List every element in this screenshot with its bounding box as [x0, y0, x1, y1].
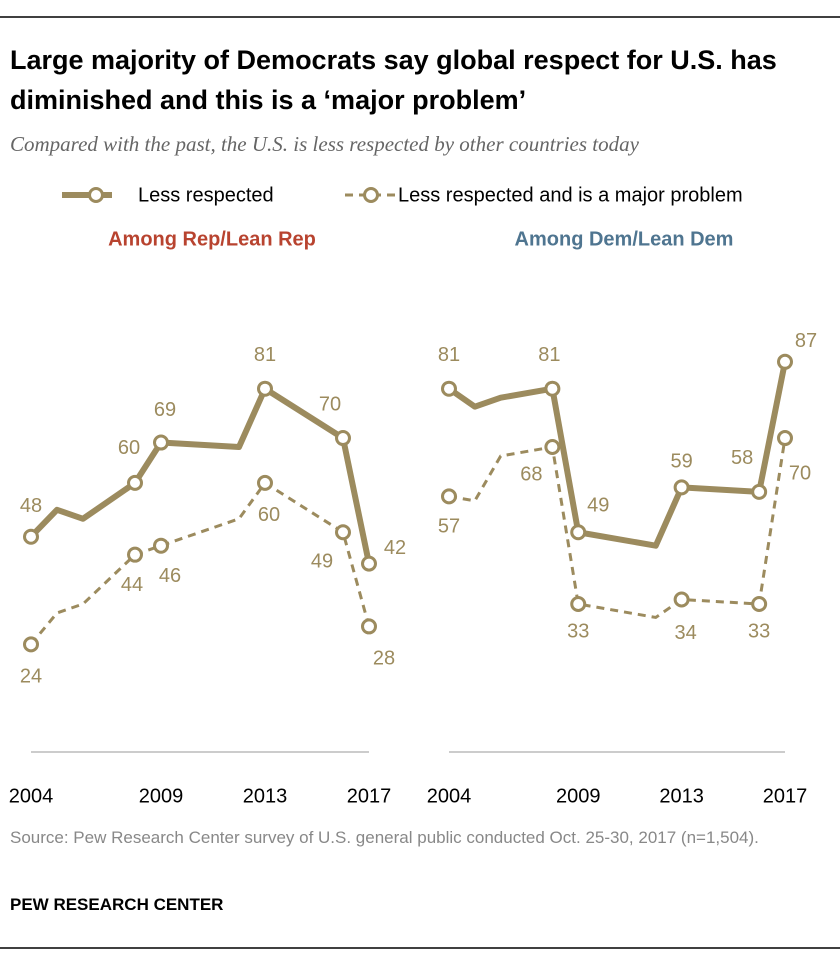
panel-title: Among Dem/Lean Dem	[515, 228, 734, 250]
title: Large majority of Democrats say global r…	[10, 45, 777, 115]
point-marker	[23, 636, 39, 653]
point-marker	[570, 595, 587, 612]
data-label: 60	[258, 504, 280, 526]
point-marker	[127, 474, 143, 491]
data-label: 87	[795, 330, 817, 352]
data-label: 44	[121, 574, 143, 596]
data-label: 58	[731, 447, 753, 469]
legend-label: Less respected	[138, 184, 274, 206]
data-label: 69	[154, 399, 176, 421]
x-tick-label: 2017	[763, 785, 808, 807]
data-label: 59	[670, 451, 692, 473]
x-tick-label: 2013	[243, 785, 288, 807]
point-marker	[777, 353, 793, 370]
legend-marker	[363, 187, 379, 203]
point-marker	[361, 618, 377, 635]
point-marker	[153, 537, 169, 554]
subtitle: Compared with the past, the U.S. is less…	[10, 132, 639, 156]
point-marker	[23, 528, 39, 545]
series-line	[29, 481, 371, 646]
data-label: 68	[520, 463, 542, 485]
footer: PEW RESEARCH CENTER	[10, 895, 224, 914]
point-marker	[570, 524, 587, 541]
data-label: 49	[311, 551, 333, 573]
data-label: 34	[674, 622, 696, 644]
point-marker	[127, 546, 143, 563]
data-label: 33	[567, 620, 589, 642]
data-label: 49	[587, 495, 609, 517]
x-tick-label: 2004	[427, 785, 472, 807]
source: Source: Pew Research Center survey of U.…	[10, 828, 759, 847]
data-label: 28	[373, 648, 395, 670]
panel-title: Among Rep/Lean Rep	[108, 228, 316, 250]
point-marker	[257, 474, 273, 491]
data-label: 33	[748, 620, 770, 642]
point-marker	[751, 483, 768, 500]
data-label: 24	[20, 666, 42, 688]
series-line	[448, 437, 787, 619]
data-label: 46	[159, 565, 181, 587]
x-tick-label: 2017	[347, 785, 392, 807]
data-label: 42	[384, 537, 406, 559]
x-tick-label: 2004	[9, 785, 54, 807]
point-marker	[335, 430, 351, 447]
x-tick-label: 2009	[556, 785, 601, 807]
legend-marker	[88, 187, 104, 203]
point-marker	[441, 380, 457, 397]
point-marker	[777, 430, 793, 447]
x-tick-label: 2009	[139, 785, 184, 807]
point-marker	[441, 488, 457, 505]
point-marker	[544, 380, 561, 397]
point-marker	[673, 479, 690, 496]
data-label: 70	[319, 393, 341, 415]
legend-label: Less respected and is a major problem	[398, 184, 743, 206]
point-marker	[335, 524, 351, 541]
point-marker	[153, 434, 169, 451]
data-label: 48	[20, 495, 42, 517]
point-marker	[257, 380, 273, 397]
point-marker	[751, 595, 768, 612]
x-tick-label: 2013	[659, 785, 704, 807]
data-label: 81	[438, 344, 460, 366]
data-label: 81	[538, 344, 560, 366]
data-label: 81	[254, 344, 276, 366]
point-marker	[361, 555, 377, 572]
data-label: 60	[118, 437, 140, 459]
point-marker	[544, 439, 561, 456]
data-label: 57	[438, 516, 460, 538]
point-marker	[673, 591, 690, 608]
data-label: 70	[789, 462, 811, 484]
